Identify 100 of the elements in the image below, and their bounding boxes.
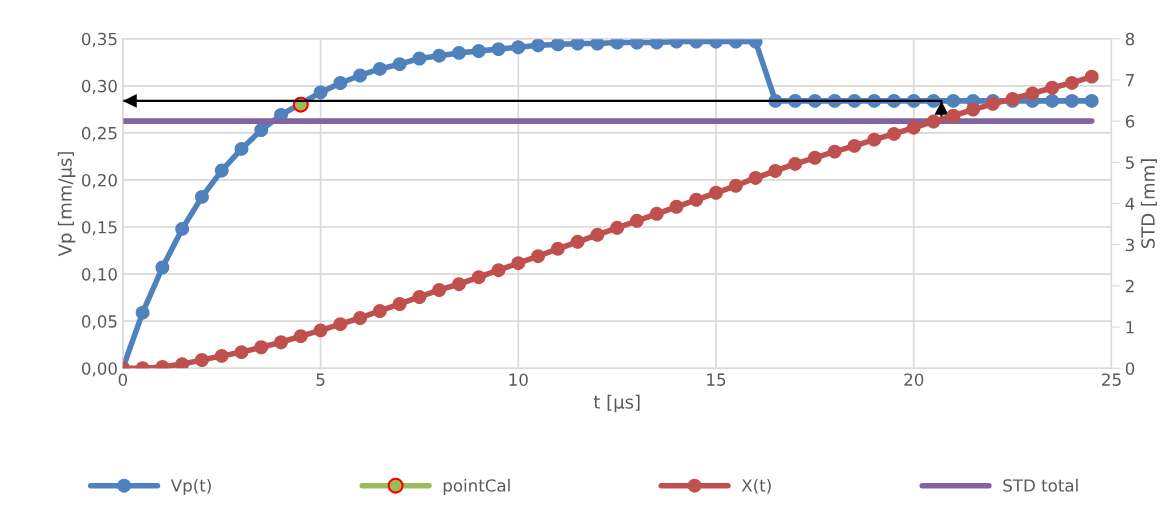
- point: [274, 335, 288, 350]
- y-tick-label: 0,15: [81, 220, 117, 236]
- legend-label: Vp(t): [170, 478, 211, 495]
- point: [471, 44, 486, 58]
- point: [254, 340, 269, 355]
- x-tick-label: 0: [118, 373, 128, 386]
- point: [392, 57, 407, 72]
- point: [1084, 69, 1099, 84]
- legend-label: STD total: [1003, 478, 1078, 492]
- point: [570, 38, 585, 51]
- legend-label: X(t): [741, 478, 771, 494]
- point: [926, 114, 941, 129]
- x-tick-label: 5: [316, 373, 325, 386]
- point: [610, 38, 625, 50]
- point: [471, 270, 486, 285]
- y-tick-label: 0,20: [81, 173, 117, 189]
- y2-tick-label: 4: [1125, 197, 1135, 210]
- y-tick-label: 0,05: [81, 315, 117, 330]
- y-tick-label: 0,35: [81, 32, 117, 48]
- point: [728, 178, 743, 193]
- point: [452, 277, 466, 292]
- point: [946, 93, 961, 108]
- point: [550, 38, 565, 52]
- point: [709, 185, 723, 200]
- y2-tick-label: 0: [1125, 362, 1135, 375]
- point: [649, 206, 664, 221]
- point: [175, 357, 190, 369]
- point: [214, 163, 229, 178]
- x-tick-label: 10: [509, 373, 528, 386]
- y-tick-label: 0,25: [81, 126, 117, 142]
- point: [788, 157, 803, 171]
- y2-tick-label: 5: [1125, 156, 1134, 169]
- point: [452, 45, 466, 60]
- point: [353, 311, 368, 325]
- point: [353, 68, 368, 83]
- point: [531, 38, 546, 53]
- point: [630, 38, 644, 50]
- point: [234, 345, 249, 360]
- point: [748, 171, 763, 185]
- point: [392, 297, 407, 311]
- point: [1084, 93, 1099, 108]
- legend-label: pointCal: [443, 478, 510, 495]
- point: [966, 102, 981, 117]
- point: [155, 260, 170, 275]
- point: [827, 144, 842, 159]
- point: [847, 138, 862, 153]
- point: [531, 249, 546, 264]
- point: [214, 348, 229, 363]
- point: [175, 221, 190, 236]
- point: [906, 120, 921, 135]
- point: [412, 51, 427, 66]
- point: [491, 42, 506, 57]
- point: [946, 108, 961, 123]
- point: [293, 329, 308, 344]
- point: [867, 132, 882, 147]
- point: [590, 38, 605, 51]
- y2-tick-label: 8: [1125, 32, 1135, 46]
- point: [234, 141, 249, 156]
- point: [1025, 86, 1040, 101]
- x-tick-label: 15: [707, 373, 726, 386]
- point: [689, 192, 704, 207]
- y-tick-label: 0,00: [81, 362, 117, 377]
- point: [254, 123, 269, 138]
- y2-axis-title: STD [mm]: [1140, 159, 1157, 248]
- point: [590, 227, 605, 242]
- point: [333, 76, 348, 90]
- y-tick-label: 0,30: [81, 79, 117, 95]
- point: [511, 256, 526, 271]
- point: [135, 305, 150, 320]
- point: [768, 164, 783, 178]
- point: [550, 241, 565, 256]
- y2-tick-label: 2: [1125, 279, 1134, 293]
- point: [1045, 80, 1060, 95]
- point: [1065, 93, 1079, 108]
- point: [610, 220, 625, 235]
- point: [511, 40, 526, 55]
- point: [313, 85, 328, 100]
- point: [372, 304, 387, 318]
- y2-tick-label: 7: [1126, 74, 1134, 87]
- point: [372, 61, 387, 76]
- x-tick-label: 20: [904, 373, 924, 386]
- point: [1045, 93, 1060, 108]
- point: [432, 48, 447, 63]
- point: [887, 126, 901, 141]
- point: [313, 323, 328, 338]
- y-tick-label: 0,10: [81, 268, 117, 283]
- point: [195, 189, 209, 204]
- point: [432, 283, 447, 297]
- point: [669, 199, 684, 214]
- point: [630, 213, 644, 228]
- point: [807, 150, 822, 165]
- x-axis-title: t [µs]: [593, 394, 640, 413]
- point: [1065, 75, 1079, 90]
- y2-tick-label: 1: [1126, 321, 1134, 334]
- point: [333, 317, 348, 332]
- y2-tick-label: 6: [1125, 115, 1135, 128]
- point: [570, 234, 585, 249]
- point: [195, 353, 209, 367]
- y2-tick-label: 3: [1125, 238, 1134, 252]
- y-axis-title: Vp [mm/µs]: [57, 152, 76, 257]
